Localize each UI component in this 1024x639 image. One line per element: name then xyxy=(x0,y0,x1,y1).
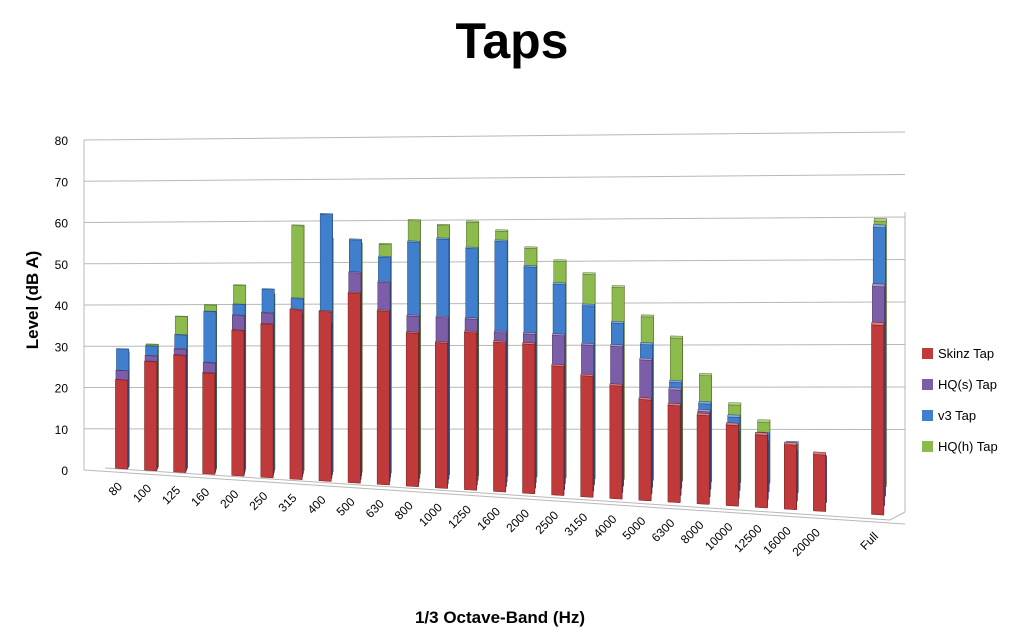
y-tick-label: 40 xyxy=(55,299,69,313)
y-tick-label: 0 xyxy=(61,464,68,478)
gridline xyxy=(83,259,906,265)
x-tick-label: 800 xyxy=(392,498,416,522)
x-tick-label: 1600 xyxy=(474,504,503,533)
x-tick-label: 2000 xyxy=(503,506,532,535)
legend: Skinz Tap HQ(s) Tap v3 Tap HQ(h) Tap xyxy=(922,346,998,454)
bar xyxy=(609,383,623,500)
x-tick-label: 500 xyxy=(334,494,358,518)
bar xyxy=(347,291,361,484)
bar xyxy=(289,308,303,480)
chart-title: Taps xyxy=(455,13,569,69)
gridline xyxy=(83,216,906,223)
legend-swatch xyxy=(922,379,933,390)
x-tick-label: 80 xyxy=(106,479,126,499)
x-tick-label: 1000 xyxy=(416,500,445,529)
bar xyxy=(522,342,536,495)
bar xyxy=(813,451,827,512)
gridline xyxy=(83,131,906,141)
bars xyxy=(114,213,887,516)
x-tick-label: 630 xyxy=(363,496,387,520)
y-tick-label: 70 xyxy=(55,175,69,189)
x-tick-label: 400 xyxy=(305,492,329,516)
bar xyxy=(231,329,245,477)
x-axis-title: 1/3 Octave-Band (Hz) xyxy=(415,608,585,627)
bar xyxy=(696,412,710,505)
bar xyxy=(754,432,768,509)
x-tick-label: 2500 xyxy=(532,508,561,537)
legend-swatch xyxy=(922,348,933,359)
legend-label: Skinz Tap xyxy=(938,346,994,361)
x-tick-label: 12500 xyxy=(731,521,765,555)
bar xyxy=(493,340,507,493)
bar xyxy=(580,373,594,498)
y-axis-ticks: 0 10 20 30 40 50 60 70 80 xyxy=(55,134,69,478)
gridline xyxy=(83,301,906,306)
bar xyxy=(435,341,448,489)
x-tick-label: 250 xyxy=(246,489,270,513)
bar xyxy=(202,372,216,475)
bar xyxy=(318,310,332,482)
bar xyxy=(638,397,652,502)
x-tick-label: 100 xyxy=(130,481,154,505)
x-tick-label: 160 xyxy=(188,485,212,509)
legend-swatch xyxy=(922,410,933,421)
bar xyxy=(114,379,129,471)
legend-swatch xyxy=(922,441,933,452)
x-tick-label: 315 xyxy=(275,491,299,515)
y-tick-label: 50 xyxy=(55,258,69,272)
y-axis-title: Level (dB A) xyxy=(23,251,42,350)
gridline xyxy=(83,174,906,182)
legend-label: HQ(h) Tap xyxy=(938,439,998,454)
y-tick-label: 30 xyxy=(55,340,69,354)
bar xyxy=(871,321,885,516)
bar xyxy=(551,363,565,496)
bar xyxy=(725,422,739,507)
legend-label: v3 Tap xyxy=(938,408,976,423)
bar xyxy=(173,354,187,473)
x-tick-label: 6300 xyxy=(649,516,678,545)
bar xyxy=(405,331,419,488)
x-tick-label: 200 xyxy=(217,487,241,511)
x-tick-label: 5000 xyxy=(620,514,649,543)
x-tick-label: 4000 xyxy=(591,512,620,541)
x-tick-label: 125 xyxy=(159,483,183,507)
legend-label: HQ(s) Tap xyxy=(938,377,997,392)
y-tick-label: 10 xyxy=(55,423,69,437)
y-tick-label: 80 xyxy=(55,134,69,148)
bar xyxy=(783,441,797,511)
x-tick-label: 16000 xyxy=(760,523,794,557)
x-tick-label: 3150 xyxy=(562,510,591,539)
bar xyxy=(464,330,478,491)
x-tick-label: 20000 xyxy=(789,525,823,559)
floor-edge xyxy=(104,467,906,521)
x-tick-label: 1250 xyxy=(445,502,474,531)
bar xyxy=(144,360,158,472)
gridline xyxy=(83,469,906,525)
x-tick-label: 10000 xyxy=(702,519,736,553)
bar xyxy=(260,322,274,479)
y-tick-label: 60 xyxy=(55,217,69,231)
y-tick-label: 20 xyxy=(55,382,69,396)
x-tick-label: Full xyxy=(857,529,881,553)
bar xyxy=(376,309,390,486)
bar xyxy=(667,402,681,503)
